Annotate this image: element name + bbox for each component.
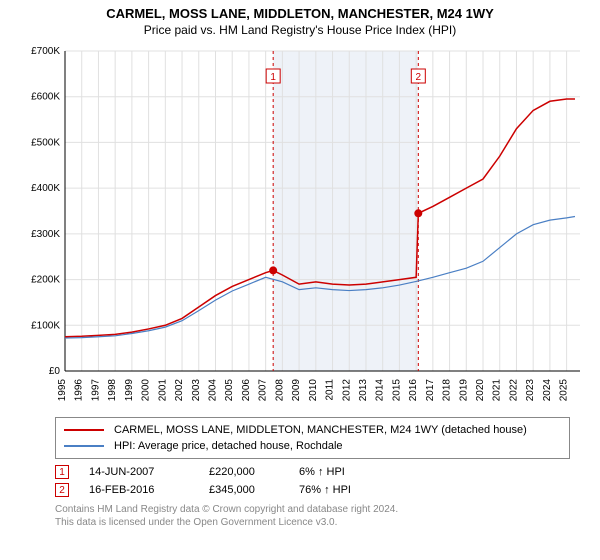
sale-hpi: 76% ↑ HPI bbox=[299, 484, 351, 496]
svg-text:1: 1 bbox=[270, 72, 276, 83]
legend-label-property: CARMEL, MOSS LANE, MIDDLETON, MANCHESTER… bbox=[114, 424, 527, 436]
svg-text:2023: 2023 bbox=[525, 379, 536, 402]
svg-text:1997: 1997 bbox=[90, 379, 101, 402]
legend-row-property: CARMEL, MOSS LANE, MIDDLETON, MANCHESTER… bbox=[64, 422, 561, 438]
svg-text:£300K: £300K bbox=[31, 229, 60, 240]
sale-marker-icon: 1 bbox=[55, 465, 69, 479]
svg-text:£0: £0 bbox=[49, 366, 61, 377]
svg-text:2001: 2001 bbox=[157, 379, 168, 402]
legend-swatch-hpi bbox=[64, 445, 104, 447]
svg-text:2024: 2024 bbox=[542, 379, 553, 402]
footer-line: This data is licensed under the Open Gov… bbox=[55, 516, 570, 529]
svg-text:1998: 1998 bbox=[107, 379, 118, 402]
legend-row-hpi: HPI: Average price, detached house, Roch… bbox=[64, 438, 561, 454]
svg-text:2014: 2014 bbox=[375, 379, 386, 402]
svg-text:£400K: £400K bbox=[31, 183, 60, 194]
sale-price: £345,000 bbox=[209, 484, 299, 496]
svg-text:2017: 2017 bbox=[425, 379, 436, 402]
sale-row: 2 16-FEB-2016 £345,000 76% ↑ HPI bbox=[55, 481, 570, 499]
svg-text:2: 2 bbox=[416, 72, 422, 83]
svg-text:2022: 2022 bbox=[508, 379, 519, 402]
footer-line: Contains HM Land Registry data © Crown c… bbox=[55, 503, 570, 516]
chart-title: CARMEL, MOSS LANE, MIDDLETON, MANCHESTER… bbox=[0, 0, 600, 21]
svg-text:2013: 2013 bbox=[358, 379, 369, 402]
svg-text:£200K: £200K bbox=[31, 275, 60, 286]
chart-svg: £0 £100K £200K £300K £400K £500K £600K £700K 199… bbox=[20, 41, 590, 411]
svg-text:2000: 2000 bbox=[141, 379, 152, 402]
legend-box: CARMEL, MOSS LANE, MIDDLETON, MANCHESTER… bbox=[55, 417, 570, 459]
svg-text:2025: 2025 bbox=[559, 379, 570, 402]
svg-text:2005: 2005 bbox=[224, 379, 235, 402]
svg-text:£700K: £700K bbox=[31, 46, 60, 57]
svg-text:1999: 1999 bbox=[124, 379, 135, 402]
svg-text:2020: 2020 bbox=[475, 379, 486, 402]
svg-text:2019: 2019 bbox=[458, 379, 469, 402]
svg-text:2004: 2004 bbox=[207, 379, 218, 402]
svg-text:2012: 2012 bbox=[341, 379, 352, 402]
footer-attribution: Contains HM Land Registry data © Crown c… bbox=[55, 503, 570, 529]
svg-text:2010: 2010 bbox=[308, 379, 319, 402]
svg-text:2016: 2016 bbox=[408, 379, 419, 402]
svg-text:2009: 2009 bbox=[291, 379, 302, 402]
svg-text:2015: 2015 bbox=[391, 379, 402, 402]
legend-label-hpi: HPI: Average price, detached house, Roch… bbox=[114, 440, 343, 452]
svg-text:£500K: £500K bbox=[31, 137, 60, 148]
svg-text:1995: 1995 bbox=[57, 379, 68, 402]
sale-hpi: 6% ↑ HPI bbox=[299, 466, 345, 478]
sale-marker-icon: 2 bbox=[55, 483, 69, 497]
svg-text:2011: 2011 bbox=[325, 379, 336, 401]
svg-text:2006: 2006 bbox=[241, 379, 252, 402]
sale-row: 1 14-JUN-2007 £220,000 6% ↑ HPI bbox=[55, 463, 570, 481]
sale-price: £220,000 bbox=[209, 466, 299, 478]
svg-text:£600K: £600K bbox=[31, 92, 60, 103]
svg-text:2008: 2008 bbox=[274, 379, 285, 402]
chart-subtitle: Price paid vs. HM Land Registry's House … bbox=[0, 21, 600, 41]
svg-text:2002: 2002 bbox=[174, 379, 185, 402]
chart-container: CARMEL, MOSS LANE, MIDDLETON, MANCHESTER… bbox=[0, 0, 600, 560]
svg-text:2003: 2003 bbox=[191, 379, 202, 402]
svg-text:1996: 1996 bbox=[74, 379, 85, 402]
sale-date: 16-FEB-2016 bbox=[89, 484, 209, 496]
legend-swatch-property bbox=[64, 429, 104, 431]
sales-table: 1 14-JUN-2007 £220,000 6% ↑ HPI 2 16-FEB… bbox=[55, 463, 570, 499]
svg-text:2018: 2018 bbox=[442, 379, 453, 402]
svg-text:2021: 2021 bbox=[492, 379, 503, 402]
svg-text:£100K: £100K bbox=[31, 320, 60, 331]
sale-date: 14-JUN-2007 bbox=[89, 466, 209, 478]
chart-plot-area: £0 £100K £200K £300K £400K £500K £600K £700K 199… bbox=[20, 41, 590, 411]
svg-text:2007: 2007 bbox=[258, 379, 269, 402]
